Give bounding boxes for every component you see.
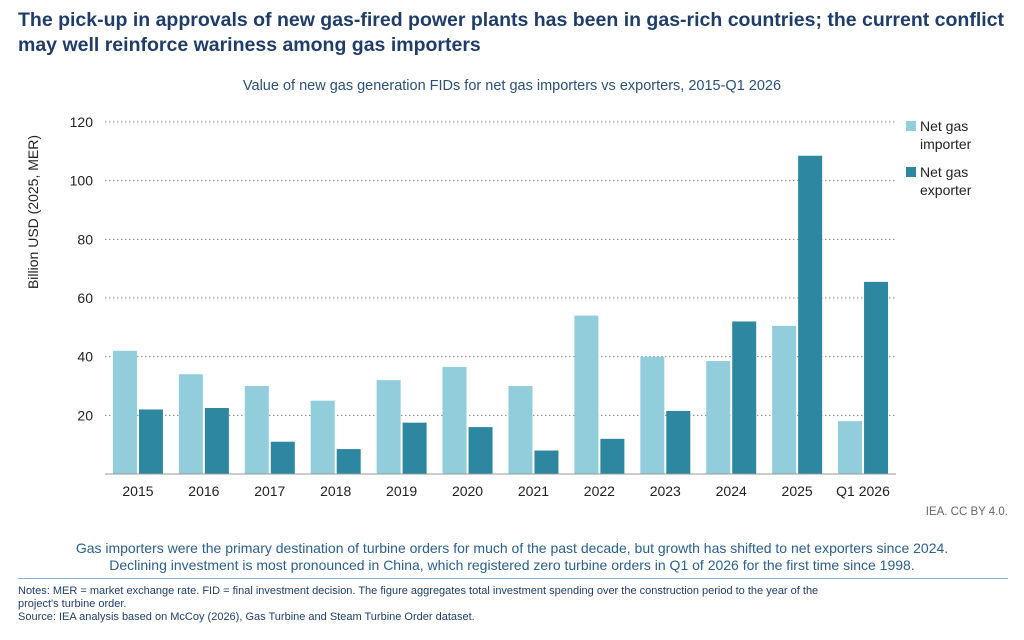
x-tick-label: 2017: [254, 483, 285, 499]
legend: Net gas importer Net gas exporter: [906, 118, 972, 198]
chart-notes: Notes: MER = market exchange rate. FID =…: [18, 585, 918, 624]
legend-swatch: [906, 167, 916, 177]
takeaway-line-1: Gas importers were the primary destinati…: [75, 540, 949, 556]
x-tick-label: 2020: [452, 483, 483, 499]
bar-exporter: [402, 422, 427, 474]
takeaway-line-2: Declining investment is most pronounced …: [109, 557, 915, 573]
bar-importer: [508, 386, 533, 474]
bar-exporter: [204, 408, 229, 474]
x-tick-label: 2025: [782, 483, 813, 499]
bar-exporter: [138, 409, 163, 474]
y-axis-ticks: 20 40 60 80 100 120: [70, 114, 94, 423]
y-tick-label: 20: [77, 407, 93, 423]
y-tick-label: 80: [77, 231, 93, 247]
bar-exporter: [468, 427, 493, 474]
bar-chart: 20 40 60 80 100 120 Billion USD (2025, MER) 2…: [25, 114, 972, 499]
bar-importer: [442, 366, 467, 474]
bar-importer: [706, 361, 731, 474]
bar-exporter: [798, 155, 823, 474]
bar-importer: [244, 386, 269, 474]
x-tick-label: 2019: [386, 483, 417, 499]
x-tick-label: 2022: [584, 483, 615, 499]
notes-line-2: project's turbine order.: [18, 598, 127, 610]
x-tick-label: Q1 2026: [836, 483, 890, 499]
notes-line-1: Notes: MER = market exchange rate. FID =…: [18, 585, 819, 597]
chart-title: Value of new gas generation FIDs for net…: [242, 78, 782, 94]
credit-label: IEA. CC BY 4.0.: [925, 506, 1008, 518]
legend-label: Net gas importer: [920, 118, 972, 152]
bar-importer: [376, 380, 401, 474]
bar-exporter: [732, 321, 757, 474]
notes-source: Source: IEA analysis based on McCoy (202…: [18, 611, 475, 623]
y-tick-label: 40: [77, 349, 93, 365]
bar-importer: [112, 350, 137, 474]
bar-exporter: [600, 438, 625, 474]
bar-exporter: [864, 281, 889, 474]
x-tick-label: 2015: [122, 483, 153, 499]
y-tick-label: 120: [70, 114, 94, 130]
bar-importer: [178, 374, 203, 474]
x-tick-label: 2018: [320, 483, 351, 499]
chart-takeaway: Gas importers were the primary destinati…: [0, 540, 1024, 574]
bar-importer: [310, 400, 335, 474]
bar-exporter: [336, 449, 361, 474]
x-tick-label: 2023: [650, 483, 681, 499]
bar-importer: [574, 315, 599, 474]
bar-exporter: [666, 410, 691, 474]
bar-importer: [838, 421, 863, 474]
x-tick-label: 2016: [188, 483, 219, 499]
bar-exporter: [270, 441, 295, 474]
legend-label: Net gas exporter: [920, 164, 972, 198]
bar-importer: [772, 325, 797, 474]
y-tick-label: 60: [77, 290, 93, 306]
y-axis-label: Billion USD (2025, MER): [25, 135, 41, 289]
bar-exporter: [534, 450, 559, 474]
x-tick-label: 2021: [518, 483, 549, 499]
bar-importer: [640, 356, 665, 474]
x-axis-ticks: 2015 2016 2017 2018 2019 2020 2021 2022 2023 2024…: [122, 483, 890, 499]
chart-headline: The pick-up in approvals of new gas-fire…: [18, 9, 1004, 56]
x-tick-label: 2024: [716, 483, 747, 499]
divider: [18, 578, 1008, 579]
y-tick-label: 100: [70, 173, 94, 189]
bars: [112, 155, 889, 474]
legend-swatch: [906, 121, 916, 131]
